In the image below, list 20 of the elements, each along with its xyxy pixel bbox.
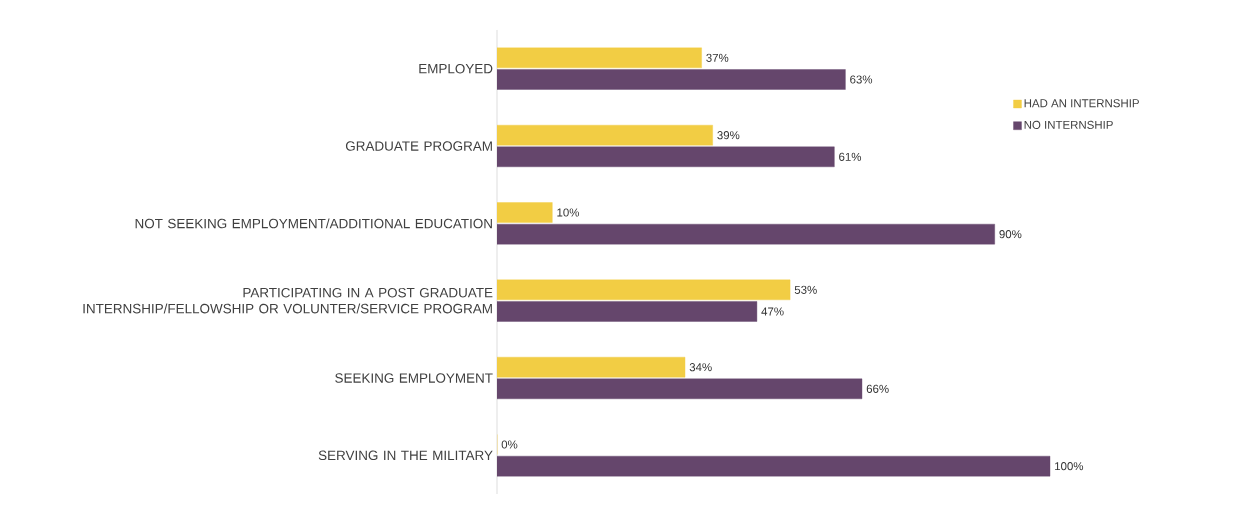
data-label: 0%: [501, 440, 518, 449]
data-label: 100%: [1055, 462, 1084, 471]
legend-label: NO INTERNSHIP: [1024, 120, 1113, 129]
data-label: 37%: [706, 53, 729, 62]
data-label: 47%: [761, 307, 784, 316]
data-label: 10%: [557, 208, 580, 217]
data-label: 39%: [717, 131, 740, 140]
data-label: 53%: [794, 285, 817, 294]
y-tick-label: SEEKING EMPLOYMENT: [335, 373, 493, 383]
data-label: 34%: [689, 363, 712, 372]
data-label: 90%: [999, 230, 1022, 239]
y-tick-label: EMPLOYED: [419, 63, 493, 74]
legend-label: HAD AN INTERNSHIP: [1024, 99, 1139, 108]
data-label: 63%: [850, 75, 873, 84]
y-tick-label: PARTICIPATING IN A POST GRADUATE INTERNSHIP/FELLOWSHIP OR VOLUNTER/SERVICE PROGRAM: [83, 287, 493, 314]
y-tick-label: GRADUATE PROGRAM: [345, 141, 492, 151]
y-tick-label: NOT SEEKING EMPLOYMENT/ADDITIONAL EDUCATION: [135, 218, 492, 229]
data-label: 61%: [839, 152, 862, 161]
y-tick-label: SERVING IN THE MILITARY: [318, 450, 493, 461]
data-label: 66%: [866, 384, 889, 393]
